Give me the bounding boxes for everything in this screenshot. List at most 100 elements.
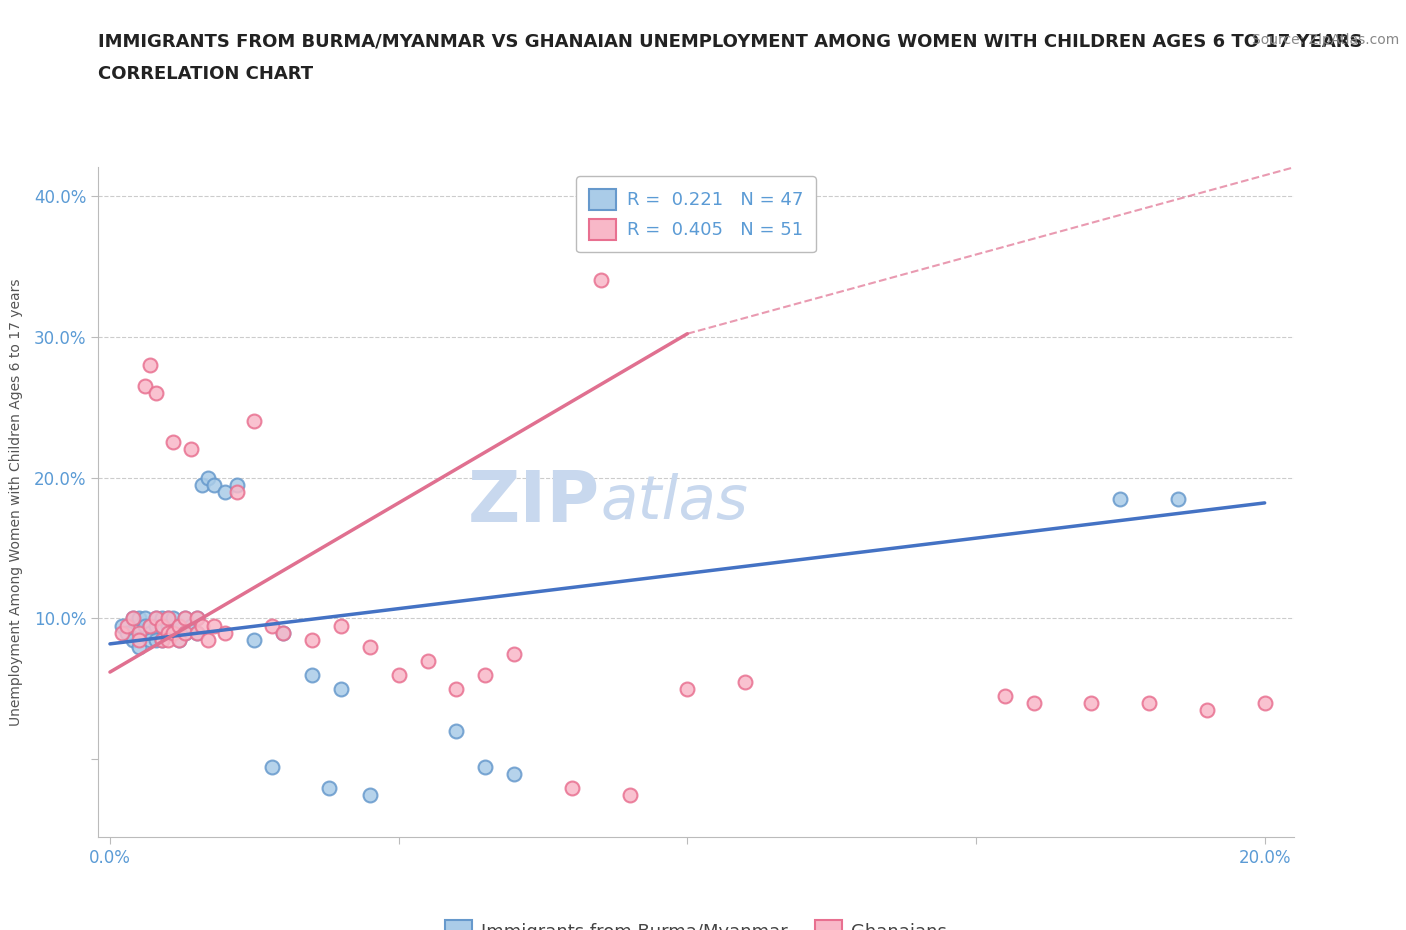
Point (128, 611, 150, 626)
Point (1167, 491, 1189, 506)
Point (162, 625, 184, 640)
Point (162, 611, 184, 626)
Point (329, 682, 352, 697)
Point (503, 766, 526, 781)
Point (145, 386, 167, 401)
Point (474, 668, 496, 683)
Point (110, 618, 132, 633)
Point (676, 682, 699, 697)
Point (243, 414, 266, 429)
Point (150, 632, 173, 647)
Point (994, 688, 1017, 703)
Point (260, 618, 283, 633)
Point (128, 618, 150, 633)
Text: atlas: atlas (600, 472, 748, 532)
Point (1080, 696, 1102, 711)
Point (446, 682, 468, 697)
Point (167, 632, 190, 647)
Point (128, 632, 150, 647)
Point (301, 668, 323, 683)
Point (134, 611, 156, 626)
Point (619, 788, 641, 803)
Point (186, 611, 208, 626)
Point (156, 632, 179, 647)
Point (134, 379, 156, 393)
Point (1137, 696, 1160, 711)
Point (359, 639, 381, 654)
Point (156, 611, 179, 626)
Point (180, 442, 202, 457)
Point (145, 618, 167, 633)
Point (271, 625, 294, 640)
Point (122, 632, 145, 647)
Point (1022, 696, 1045, 711)
Point (145, 632, 167, 647)
Point (1253, 696, 1275, 711)
Point (150, 611, 173, 626)
Point (174, 625, 197, 640)
Point (110, 625, 132, 640)
Text: ZIP: ZIP (468, 468, 600, 537)
Point (156, 618, 179, 633)
Point (191, 618, 214, 633)
Point (134, 618, 156, 633)
Point (156, 625, 179, 640)
Point (202, 618, 225, 633)
Point (1195, 703, 1218, 718)
Point (416, 654, 439, 669)
Point (139, 625, 162, 640)
Point (734, 674, 756, 689)
Point (589, 272, 612, 287)
Point (150, 618, 173, 633)
Point (156, 611, 179, 626)
Text: IMMIGRANTS FROM BURMA/MYANMAR VS GHANAIAN UNEMPLOYMENT AMONG WOMEN WITH CHILDREN: IMMIGRANTS FROM BURMA/MYANMAR VS GHANAIA… (98, 33, 1362, 50)
Point (446, 724, 468, 738)
Point (167, 618, 190, 633)
Point (359, 788, 381, 803)
Point (329, 618, 352, 633)
Point (150, 632, 173, 647)
Point (122, 611, 145, 626)
Point (167, 632, 190, 647)
Point (503, 646, 526, 661)
Point (174, 625, 197, 640)
Point (150, 618, 173, 633)
Point (561, 780, 583, 795)
Point (122, 611, 145, 626)
Point (186, 611, 208, 626)
Point (197, 470, 219, 485)
Point (139, 618, 162, 633)
Point (162, 625, 184, 640)
Point (139, 618, 162, 633)
Point (243, 632, 266, 647)
Point (128, 639, 150, 654)
Point (186, 625, 208, 640)
Point (186, 625, 208, 640)
Point (167, 618, 190, 633)
Point (128, 625, 150, 640)
Point (156, 625, 179, 640)
Point (191, 477, 214, 492)
Point (271, 625, 294, 640)
Point (145, 611, 167, 626)
Point (226, 485, 249, 499)
Point (162, 435, 184, 450)
Point (197, 632, 219, 647)
Legend: Immigrants from Burma/Myanmar, Ghanaians: Immigrants from Burma/Myanmar, Ghanaians (437, 913, 955, 930)
Point (388, 668, 411, 683)
Point (301, 632, 323, 647)
Point (1109, 491, 1132, 506)
Point (226, 477, 249, 492)
Point (214, 485, 236, 499)
Text: CORRELATION CHART: CORRELATION CHART (98, 65, 314, 83)
Point (174, 611, 197, 626)
Point (139, 632, 162, 647)
Point (214, 625, 236, 640)
Point (260, 759, 283, 774)
Point (174, 611, 197, 626)
Text: Source: ZipAtlas.com: Source: ZipAtlas.com (1251, 33, 1399, 46)
Point (145, 611, 167, 626)
Point (117, 625, 139, 640)
Point (139, 357, 162, 372)
Point (318, 780, 340, 795)
